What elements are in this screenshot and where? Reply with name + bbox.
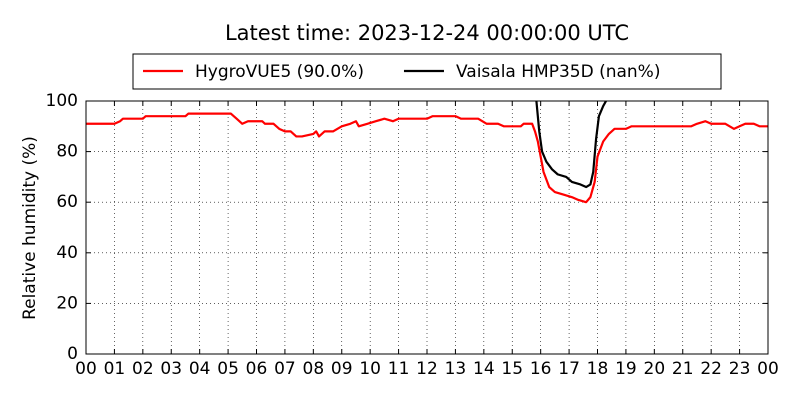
x-tick-label: 06 <box>246 359 268 379</box>
x-tick-label: 10 <box>359 359 381 379</box>
x-tick-label: 14 <box>473 359 495 379</box>
x-tick-label: 18 <box>587 359 609 379</box>
x-tick-label: 21 <box>672 359 694 379</box>
y-tick-label: 100 <box>46 91 78 111</box>
x-tick-label: 03 <box>160 359 182 379</box>
x-tick-label: 12 <box>416 359 438 379</box>
x-tick-label: 02 <box>132 359 154 379</box>
x-tick-label: 05 <box>217 359 239 379</box>
legend-frame <box>132 53 722 90</box>
y-tick-label: 60 <box>56 192 78 212</box>
y-tick-label: 20 <box>56 293 78 313</box>
x-tick-label: 01 <box>104 359 126 379</box>
x-tick-label: 04 <box>189 359 211 379</box>
data-line <box>86 112 768 204</box>
x-tick-label: 20 <box>644 359 666 379</box>
x-tick-label: 08 <box>303 359 325 379</box>
x-tick-label: 07 <box>274 359 296 379</box>
x-tick-label: 17 <box>558 359 580 379</box>
x-tick-label: 19 <box>615 359 637 379</box>
y-axis-label: Relative humidity (%) <box>20 136 40 320</box>
x-tick-label: 00 <box>757 359 779 379</box>
x-tick-label: 15 <box>501 359 523 379</box>
legend-label: HygroVUE5 (90.0%) <box>195 62 364 82</box>
x-tick-label: 22 <box>700 359 722 379</box>
x-tick-label: 09 <box>331 359 353 379</box>
x-tick-label: 16 <box>530 359 552 379</box>
y-tick-label: 80 <box>56 142 78 162</box>
legend-label: Vaisala HMP35D (nan%) <box>456 62 660 82</box>
x-tick-label: 11 <box>388 359 410 379</box>
x-tick-label: 00 <box>75 359 97 379</box>
x-tick-label: 13 <box>445 359 467 379</box>
y-tick-label: 0 <box>67 344 78 364</box>
x-tick-label: 23 <box>729 359 751 379</box>
chart-title: Latest time: 2023-12-24 00:00:00 UTC <box>225 21 629 45</box>
data-line <box>535 101 607 189</box>
y-tick-label: 40 <box>56 243 78 263</box>
